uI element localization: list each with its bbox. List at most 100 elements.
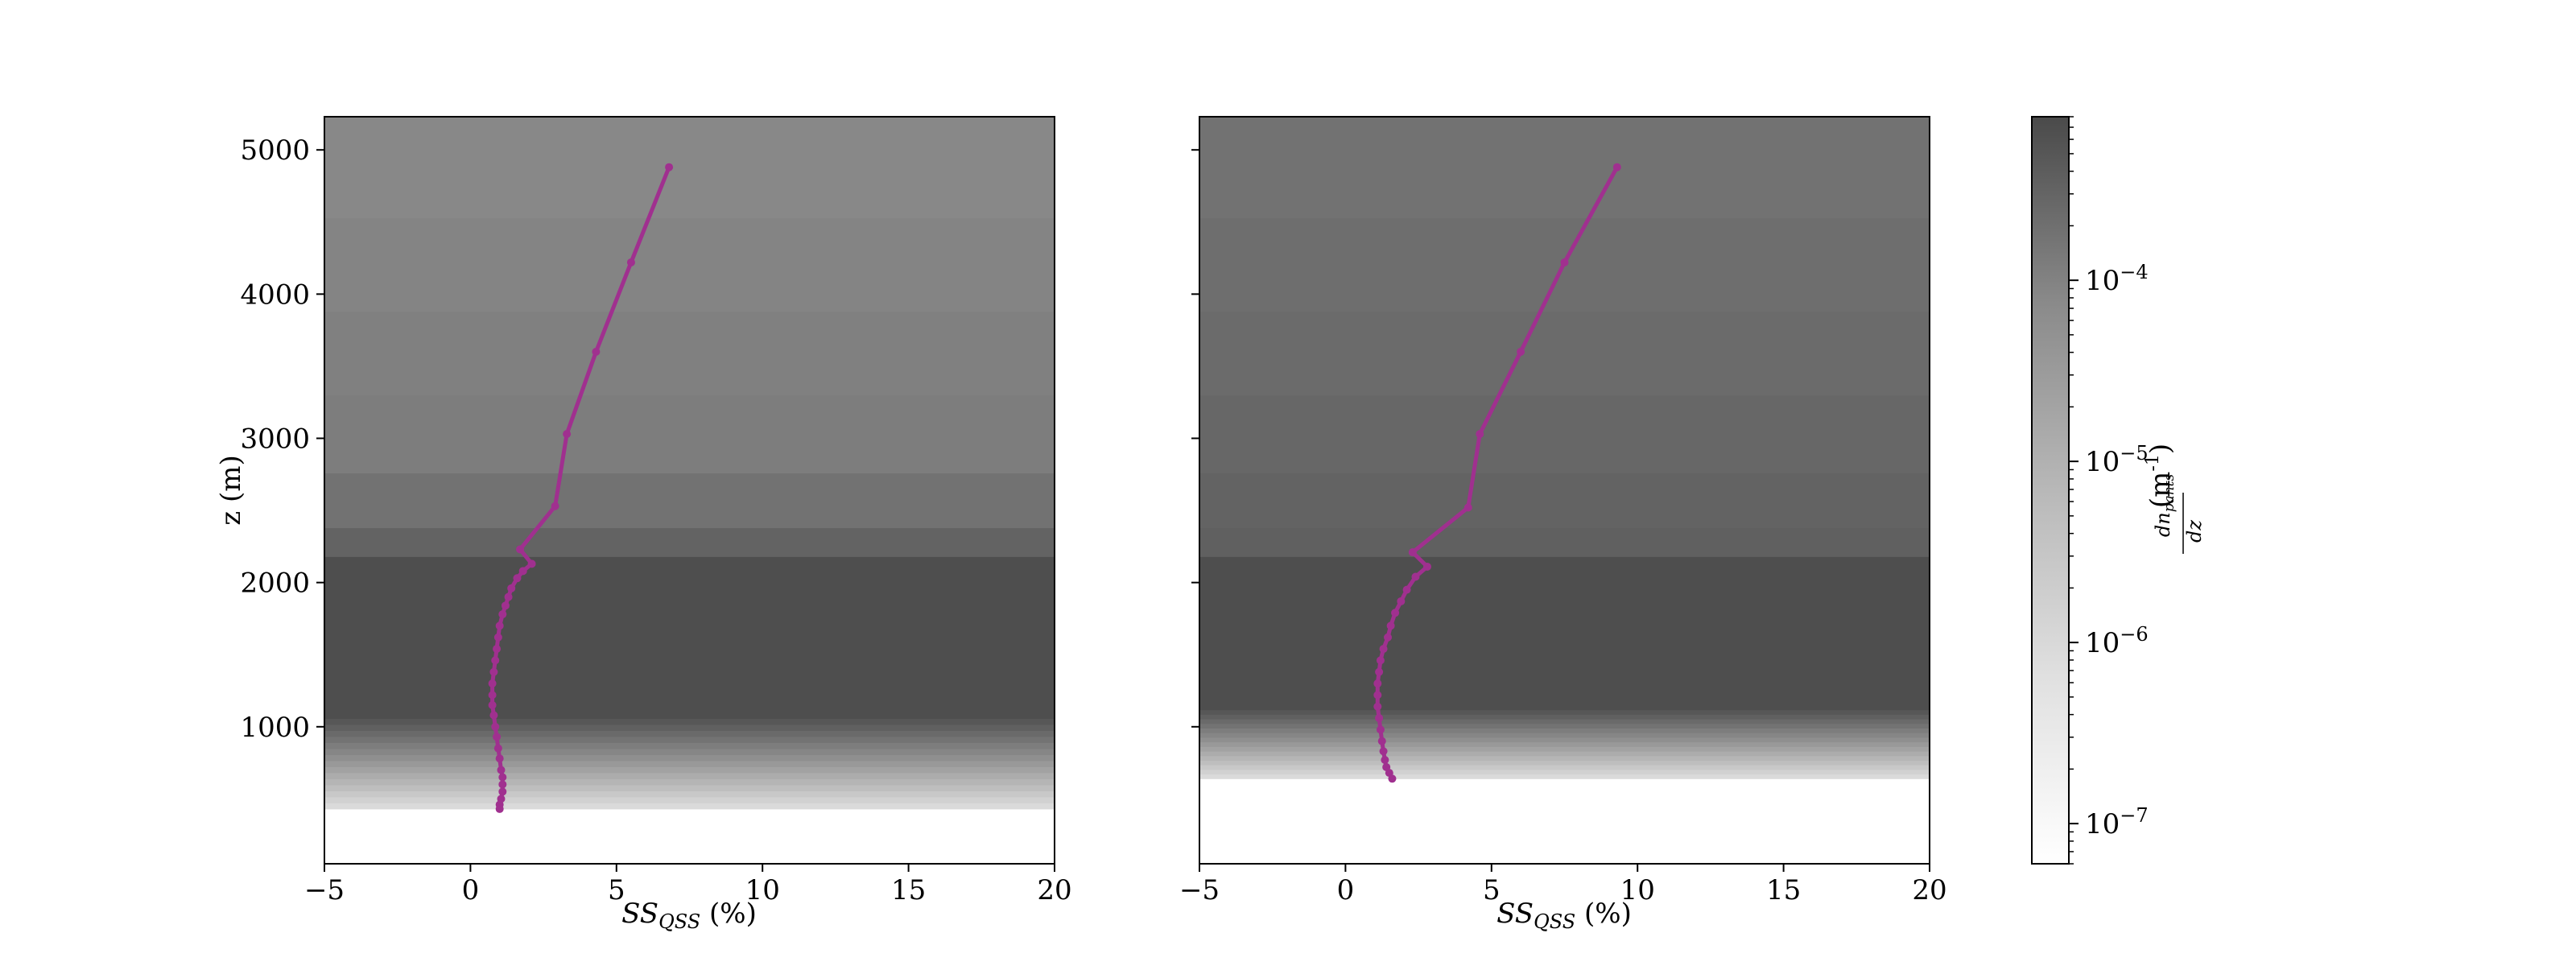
left-panel-x-axis: −5 0 5 10 15 20 — [304, 864, 1072, 906]
left-panel: −5 0 5 10 15 20 1000 2000 3000 4000 5000 SSQSS (%… — [215, 116, 1072, 933]
profile-point — [493, 633, 502, 642]
profile-point — [527, 559, 536, 568]
density-band — [1199, 719, 1930, 724]
density-band — [324, 394, 1055, 474]
profile-point — [497, 766, 506, 774]
profile-point — [1377, 737, 1386, 745]
profile-point — [1517, 348, 1525, 357]
density-band — [1199, 728, 1930, 733]
density-band — [324, 778, 1055, 786]
colorbar-label-numerator-sub: pants — [2161, 473, 2178, 512]
profile-point — [495, 754, 504, 763]
x-tick-label: 5 — [1483, 874, 1501, 906]
profile-point — [1463, 503, 1472, 512]
x-tick-label: 15 — [1766, 874, 1801, 906]
right-panel-x-axis-label: SSQSS (%) — [1496, 898, 1632, 933]
density-band — [324, 791, 1055, 798]
profile-point — [495, 621, 504, 630]
y-tick-label: 3000 — [240, 423, 310, 456]
density-band — [1199, 765, 1930, 770]
profile-point — [1408, 548, 1417, 557]
density-band — [324, 730, 1055, 737]
profile-point — [489, 711, 498, 720]
profile-point — [1402, 585, 1411, 594]
colorbar-tick-label: 10−5 — [2085, 442, 2149, 478]
x-tick-label: 5 — [608, 874, 625, 906]
profile-point — [498, 773, 507, 782]
density-band — [1199, 473, 1930, 529]
left-panel-y-axis: 1000 2000 3000 4000 5000 — [240, 134, 324, 744]
density-band — [1199, 714, 1930, 720]
density-band — [324, 760, 1055, 767]
density-band — [1199, 394, 1930, 474]
profile-point — [1411, 572, 1420, 581]
profile-point — [1391, 609, 1400, 617]
density-band — [324, 217, 1055, 312]
x-tick-label: 20 — [1912, 874, 1946, 906]
colorbar-label-numerator: dn — [2152, 512, 2174, 537]
y-tick-label: 5000 — [240, 134, 310, 167]
profile-point — [1381, 756, 1389, 765]
profile-point — [507, 584, 516, 592]
profile-point — [551, 502, 559, 510]
colorbar-label-unit-close: ) — [2145, 444, 2177, 454]
density-band — [1199, 709, 1930, 715]
profile-point — [491, 722, 500, 731]
profile-point — [488, 700, 497, 709]
left-panel-series — [488, 163, 674, 813]
y-tick-label: 1000 — [240, 712, 310, 744]
density-band — [1199, 746, 1930, 752]
density-band — [324, 796, 1055, 803]
density-band — [324, 803, 1055, 810]
profile-point — [493, 645, 502, 654]
density-band — [1199, 760, 1930, 766]
profile-point — [592, 348, 601, 357]
profile-point — [1379, 645, 1388, 654]
colorbar-label: dnpants (m-1) — [2143, 444, 2178, 537]
x-tick-label: 20 — [1037, 874, 1071, 906]
y-tick-label: 4000 — [240, 279, 310, 311]
x-tick-label: 10 — [745, 874, 780, 906]
density-band — [324, 718, 1055, 725]
colorbar-label-unit: (m — [2145, 472, 2177, 509]
profile-point — [516, 545, 525, 554]
profile-point — [498, 787, 507, 796]
density-band — [324, 473, 1055, 529]
profile-point — [493, 744, 502, 753]
right-panel-x-axis: −5 0 5 10 15 20 — [1179, 864, 1947, 906]
colorbar-tick-label: 10−4 — [2085, 261, 2149, 297]
density-band — [1199, 755, 1930, 761]
y-tick-label: 2000 — [240, 568, 310, 600]
profile-point — [518, 567, 527, 576]
density-band — [324, 766, 1055, 774]
right-panel-y-axis — [1191, 149, 1199, 728]
left-panel-x-axis-label: SSQSS (%) — [621, 898, 757, 933]
right-x-label-sub: QSS — [1534, 910, 1575, 933]
profile-point — [498, 780, 507, 789]
right-panel: −5 0 5 10 15 20 SSQSS (%) — [1179, 116, 1947, 933]
density-band — [324, 712, 1055, 719]
density-band — [324, 784, 1055, 791]
x-tick-label: −5 — [304, 874, 345, 906]
left-panel-frame — [324, 116, 1055, 865]
x-tick-label: 15 — [891, 874, 926, 906]
density-band — [1199, 311, 1930, 396]
density-band — [1199, 527, 1930, 557]
density-band — [324, 527, 1055, 557]
profile-point — [489, 667, 498, 676]
profile-point — [497, 795, 506, 803]
x-tick-label: −5 — [1179, 874, 1220, 906]
density-band — [324, 736, 1055, 743]
density-band — [1199, 704, 1930, 711]
density-band — [1199, 774, 1930, 779]
profile-point — [501, 601, 510, 610]
density-band — [1199, 741, 1930, 747]
density-band — [324, 117, 1055, 218]
profile-point — [513, 574, 522, 583]
profile-point — [1476, 430, 1484, 439]
density-band — [1199, 769, 1930, 775]
right-panel-frame — [1199, 116, 1930, 865]
colorbar-tick-label: 10−7 — [2085, 804, 2149, 840]
profile-point — [1376, 725, 1385, 734]
profile-point — [1612, 163, 1621, 171]
